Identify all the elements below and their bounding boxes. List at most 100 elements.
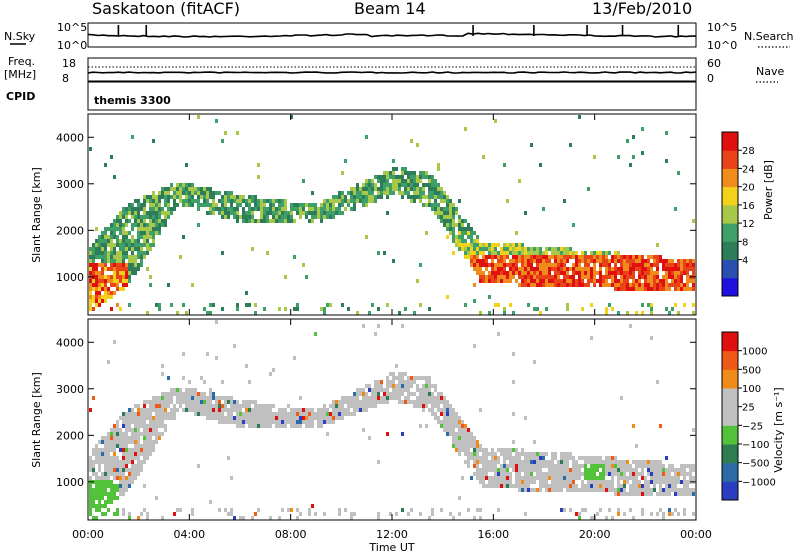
heatmap-cell [149, 404, 152, 408]
heatmap-cell [422, 171, 425, 175]
heatmap-cell [422, 187, 425, 191]
heatmap-cell [275, 420, 278, 424]
heatmap-cell [518, 468, 521, 472]
heatmap-cell [503, 163, 506, 167]
heatmap-cell [98, 255, 101, 259]
heatmap-cell [107, 255, 110, 259]
heatmap-cell [398, 380, 401, 384]
heatmap-cell [680, 464, 683, 468]
heatmap-cell [311, 215, 314, 219]
heatmap-cell [386, 175, 389, 179]
heatmap-cell [383, 396, 386, 400]
heatmap-cell [140, 231, 143, 235]
heatmap-cell [251, 420, 254, 424]
heatmap-cell [164, 392, 167, 396]
heatmap-cell [578, 283, 581, 287]
heatmap-cell [521, 464, 524, 468]
heatmap-cell [488, 255, 491, 259]
heatmap-cell [518, 460, 521, 464]
heatmap-cell [137, 436, 140, 440]
heatmap-cell [437, 408, 440, 412]
heatmap-cell [128, 243, 131, 247]
heatmap-cell [188, 404, 191, 408]
heatmap-cell [506, 251, 509, 255]
heatmap-cell [320, 420, 323, 424]
heatmap-cell [620, 271, 623, 275]
heatmap-cell [122, 275, 125, 279]
heatmap-cell [530, 263, 533, 267]
heatmap-cell [188, 400, 191, 404]
heatmap-cell [686, 259, 689, 263]
heatmap-cell [122, 432, 125, 436]
heatmap-cell [584, 484, 587, 488]
heatmap-cell [341, 303, 344, 307]
heatmap-cell [434, 207, 437, 211]
heatmap-cell [557, 468, 560, 472]
heatmap-cell [620, 476, 623, 480]
heatmap-cell [533, 480, 536, 484]
heatmap-cell [434, 203, 437, 207]
heatmap-cell [587, 468, 590, 472]
heatmap-cell [662, 267, 665, 271]
heatmap-cell [479, 516, 482, 520]
heatmap-cell [482, 271, 485, 275]
heatmap-cell [140, 444, 143, 448]
heatmap-cell [104, 279, 107, 283]
heatmap-cell [641, 484, 644, 488]
heatmap-cell [395, 175, 398, 179]
heatmap-cell [611, 283, 614, 287]
heatmap-cell [386, 432, 389, 436]
heatmap-cell [293, 416, 296, 420]
heatmap-cell [419, 424, 422, 428]
heatmap-cell [461, 243, 464, 247]
heatmap-cell [608, 464, 611, 468]
heatmap-cell [119, 255, 122, 259]
heatmap-cell [509, 464, 512, 468]
heatmap-cell [584, 456, 587, 460]
heatmap-cell [566, 464, 569, 468]
heatmap-cell [143, 223, 146, 227]
heatmap-cell [377, 460, 380, 464]
heatmap-cell [491, 476, 494, 480]
heatmap-cell [158, 223, 161, 227]
heatmap-cell [116, 303, 119, 307]
heatmap-cell [320, 307, 323, 311]
heatmap-cell [653, 271, 656, 275]
heatmap-cell [365, 400, 368, 404]
heatmap-cell [443, 219, 446, 223]
heatmap-cell [623, 275, 626, 279]
heatmap-cell [623, 468, 626, 472]
heatmap-cell [188, 203, 191, 207]
heatmap-cell [131, 460, 134, 464]
y-tick-label: 2000 [56, 224, 84, 237]
heatmap-cell [476, 239, 479, 243]
heatmap-cell [575, 484, 578, 488]
heatmap-cell [263, 215, 266, 219]
heatmap-cell [659, 480, 662, 484]
heatmap-cell [548, 464, 551, 468]
heatmap-cell [203, 412, 206, 416]
heatmap-cell [461, 476, 464, 480]
heatmap-cell [221, 404, 224, 408]
heatmap-cell [89, 303, 92, 307]
heatmap-cell [152, 420, 155, 424]
heatmap-cell [98, 496, 101, 500]
heatmap-cell [428, 516, 431, 520]
heatmap-cell [641, 303, 644, 307]
heatmap-cell [641, 460, 644, 464]
heatmap-cell [146, 267, 149, 271]
heatmap-cell [503, 255, 506, 259]
heatmap-cell [482, 251, 485, 255]
heatmap-cell [608, 488, 611, 492]
heatmap-cell [200, 412, 203, 416]
heatmap-cell [278, 211, 281, 215]
heatmap-cell [656, 267, 659, 271]
heatmap-cell [464, 247, 467, 251]
heatmap-cell [161, 416, 164, 420]
heatmap-cell [125, 448, 128, 452]
heatmap-cell [479, 480, 482, 484]
heatmap-cell [113, 512, 116, 516]
heatmap-cell [602, 460, 605, 464]
heatmap-cell [476, 267, 479, 271]
heatmap-cell [143, 436, 146, 440]
